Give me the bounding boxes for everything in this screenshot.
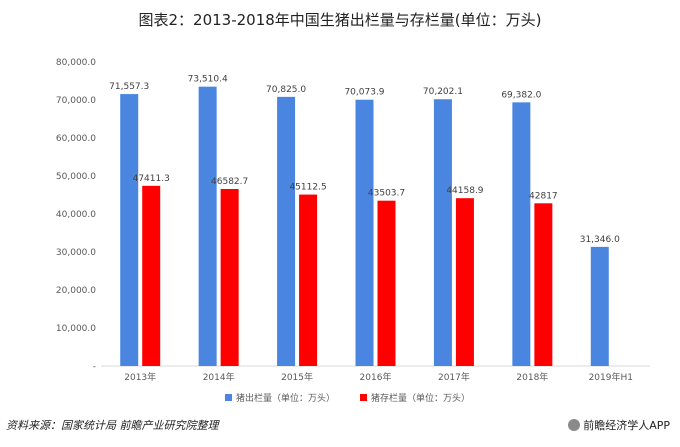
legend-swatch	[360, 394, 367, 401]
bar-stock	[377, 200, 396, 366]
x-tick-label: 2018年	[516, 371, 548, 383]
data-label: 45112.5	[289, 183, 326, 193]
bar-slaughter	[433, 99, 452, 366]
bar-slaughter	[590, 246, 609, 366]
bar-slaughter	[355, 99, 374, 366]
data-label: 43503.7	[368, 189, 405, 199]
data-label: 70,202.1	[423, 87, 463, 97]
y-axis: - 10,000.0 20,000.0 30,000.0 40,000.0 50,000.…	[56, 58, 96, 372]
y-tick-label: 40,000.0	[56, 210, 96, 220]
data-label: 46582.7	[211, 177, 248, 187]
source-note: 资料来源：国家统计局 前瞻产业研究院整理	[6, 419, 219, 432]
brand-label: 前瞻经济学人APP	[583, 419, 670, 432]
bar-stock	[455, 198, 474, 366]
brand-logo-icon	[568, 419, 581, 431]
data-label: 70,825.0	[266, 85, 306, 95]
x-tick-label: 2016年	[360, 371, 392, 383]
bar-stock	[142, 185, 161, 366]
y-tick-label: 30,000.0	[56, 248, 96, 258]
y-tick-label: -	[93, 362, 96, 372]
bar-slaughter	[277, 96, 296, 367]
y-tick-label: 10,000.0	[56, 324, 96, 334]
chart-title: 图表2：2013-2018年中国生猪出栏量与存栏量(单位：万头)	[138, 11, 542, 29]
legend-swatch	[225, 394, 232, 401]
bar-stock	[220, 188, 239, 366]
legend-label: 猪存栏量（单位：万头）	[371, 392, 470, 404]
legend: 猪出栏量（单位：万头） 猪存栏量（单位：万头）	[225, 392, 470, 404]
data-label: 71,557.3	[109, 82, 149, 92]
bars: 71,557.3 47411.3 73,510.4 46582.7 70,825.0 45…	[109, 75, 620, 367]
y-tick-label: 70,000.0	[56, 96, 96, 106]
y-tick-label: 20,000.0	[56, 286, 96, 296]
legend-label: 猪出栏量（单位：万头）	[236, 392, 335, 404]
bar-slaughter	[120, 94, 139, 366]
bar-stock	[299, 194, 318, 366]
data-label: 69,382.0	[501, 90, 541, 100]
bar-stock	[534, 203, 553, 366]
bar-slaughter	[512, 102, 531, 367]
data-label: 42817	[529, 191, 558, 201]
data-label: 44158.9	[446, 186, 483, 196]
data-label: 73,510.4	[188, 75, 228, 85]
x-tick-label: 2019年H1	[589, 371, 633, 383]
x-tick-label: 2014年	[203, 371, 235, 383]
x-tick-label: 2013年	[124, 371, 156, 383]
y-tick-label: 50,000.0	[56, 172, 96, 182]
bar-slaughter	[198, 86, 217, 367]
data-label: 47411.3	[133, 174, 170, 184]
x-tick-label: 2017年	[438, 371, 470, 383]
x-axis: 2013年 2014年 2015年 2016年 2017年 2018年 2019年H1	[124, 371, 633, 383]
y-tick-label: 80,000.0	[56, 58, 96, 68]
y-tick-label: 60,000.0	[56, 134, 96, 144]
data-label: 70,073.9	[344, 88, 384, 98]
data-label: 31,346.0	[580, 235, 620, 245]
x-tick-label: 2015年	[281, 371, 313, 383]
footer-brand: 前瞻经济学人APP	[568, 417, 670, 433]
